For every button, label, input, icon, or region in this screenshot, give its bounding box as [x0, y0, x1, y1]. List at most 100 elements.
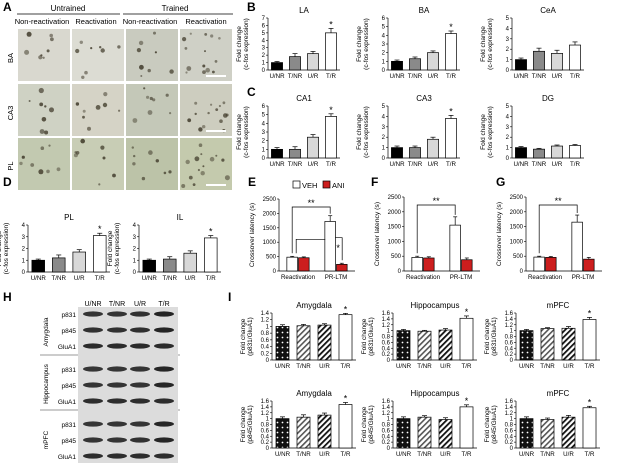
- y-tick-label: 4: [262, 121, 266, 127]
- blot-band: [154, 327, 174, 333]
- y-tick-label: 6: [382, 16, 386, 22]
- y-tick-label: 2: [262, 53, 266, 59]
- x-tick-label: U/R: [185, 275, 196, 282]
- blot-band: [130, 311, 150, 317]
- stained-cell: [152, 98, 156, 102]
- y-tick-label: 0: [262, 68, 266, 74]
- x-tick-label: U/NR: [389, 161, 405, 168]
- y-tick-label: 2500: [263, 197, 277, 203]
- x-tick-label: T/R: [570, 73, 580, 80]
- bar-ani: [461, 259, 473, 272]
- significance-star: *: [329, 105, 333, 115]
- blot-band: [83, 453, 103, 459]
- stained-cell: [204, 50, 206, 53]
- x-tick-label: T/R: [206, 275, 216, 282]
- significance-star: *: [588, 397, 592, 407]
- significance-star: **: [555, 196, 563, 206]
- y-tick-label: 4: [382, 114, 386, 120]
- bar-ani: [583, 258, 595, 272]
- y-tick-label: 0: [266, 446, 270, 452]
- stained-cell: [143, 87, 146, 90]
- micrograph-tile: [18, 84, 70, 136]
- stained-cell: [84, 70, 88, 75]
- blot-band: [130, 453, 150, 459]
- y-tick-label: 1: [266, 324, 270, 330]
- x-tick-label: T/NR: [52, 275, 67, 282]
- stained-cell: [48, 144, 51, 147]
- micrograph-tile: [126, 29, 178, 81]
- bar: [417, 330, 432, 361]
- y-tick-label: 1500: [388, 225, 402, 231]
- chart-D-PL: PL 0 1 2 3 4 Fold change (c-fos expression) U/NR…: [0, 213, 110, 282]
- x-tick-label: T/NR: [296, 363, 311, 370]
- stained-cell: [99, 46, 102, 49]
- y-tick-label: 0.4: [505, 346, 514, 352]
- stained-cell: [75, 151, 80, 155]
- significance-bracket: [416, 204, 456, 254]
- bar: [391, 60, 403, 71]
- bar: [551, 53, 563, 71]
- chart-B-CeA: CeA 0 1 2 3 4 5 Fold change (c-fos expression) U/…: [480, 6, 584, 80]
- blot-band: [107, 398, 127, 404]
- bar: [540, 328, 555, 361]
- blot-band: [154, 398, 174, 404]
- stained-cell: [41, 117, 47, 122]
- chart-I-mpfc-p831: mPFC 00.20.40.60.811.21.41.6 Fold change (p…: [484, 301, 600, 370]
- blot-band: [83, 398, 103, 404]
- stained-cell: [225, 113, 229, 117]
- stained-cell: [187, 118, 192, 123]
- stained-cell: [141, 176, 146, 181]
- stained-cell: [182, 37, 187, 42]
- lane-label-1: U/NR: [84, 301, 101, 308]
- region-label-pl: PL: [6, 161, 15, 170]
- bar: [275, 326, 290, 361]
- y-tick-label: 0.2: [505, 440, 514, 446]
- bar: [72, 251, 86, 273]
- y-tick-label: 2: [506, 135, 510, 141]
- stained-cell: [222, 101, 226, 105]
- y-tick-label: 1.6: [505, 399, 514, 405]
- micrograph-tile: [18, 29, 70, 81]
- significance-bracket: [538, 204, 578, 254]
- stained-cell: [202, 64, 206, 68]
- bar: [459, 317, 474, 361]
- y-axis-label: (c-fos expression): [243, 18, 250, 70]
- chart-title: Amygdala: [296, 389, 332, 398]
- bar: [338, 314, 353, 361]
- bar: [307, 53, 319, 71]
- stained-cell: [44, 130, 49, 135]
- chart-D-IL: IL 0 1 2 3 4 Fold change (c-fos expression) U/NR…: [107, 213, 221, 282]
- y-tick-label: 3: [133, 235, 137, 241]
- significance-star: *: [449, 106, 453, 116]
- y-tick-label: 5: [382, 104, 386, 110]
- y-tick-label: 1.2: [505, 411, 514, 417]
- chart-title: Amygdala: [296, 301, 332, 310]
- x-tick-label: T/R: [585, 451, 595, 458]
- stained-cell: [198, 127, 203, 132]
- blot-region-mpfc: mPFC: [43, 430, 50, 449]
- bar: [289, 148, 301, 159]
- y-tick-label: 4: [22, 223, 26, 229]
- significance-star: *: [336, 243, 340, 253]
- chart-title: PL: [64, 213, 74, 222]
- y-axis-label: (c-fos expression): [363, 18, 370, 70]
- band-label: p831: [62, 312, 77, 319]
- panel-letter-i: I: [228, 290, 231, 304]
- stained-cell: [202, 165, 205, 168]
- stained-cell: [100, 145, 105, 150]
- x-tick-label: T/R: [95, 275, 105, 282]
- stained-cell: [205, 67, 210, 73]
- region-label-ba: BA: [6, 53, 15, 63]
- y-tick-label: 1: [510, 417, 514, 423]
- y-axis-label: Fold change: [480, 26, 487, 62]
- blot-band: [107, 343, 127, 349]
- stained-cell: [218, 104, 221, 108]
- blot-band: [154, 437, 174, 443]
- y-tick-label: 1: [506, 58, 510, 64]
- bar: [515, 147, 527, 159]
- x-tick-label: T/NR: [540, 451, 555, 458]
- y-tick-label: 5: [262, 113, 266, 119]
- stained-cell: [185, 159, 190, 165]
- bar: [289, 56, 301, 71]
- stained-cell: [215, 108, 219, 111]
